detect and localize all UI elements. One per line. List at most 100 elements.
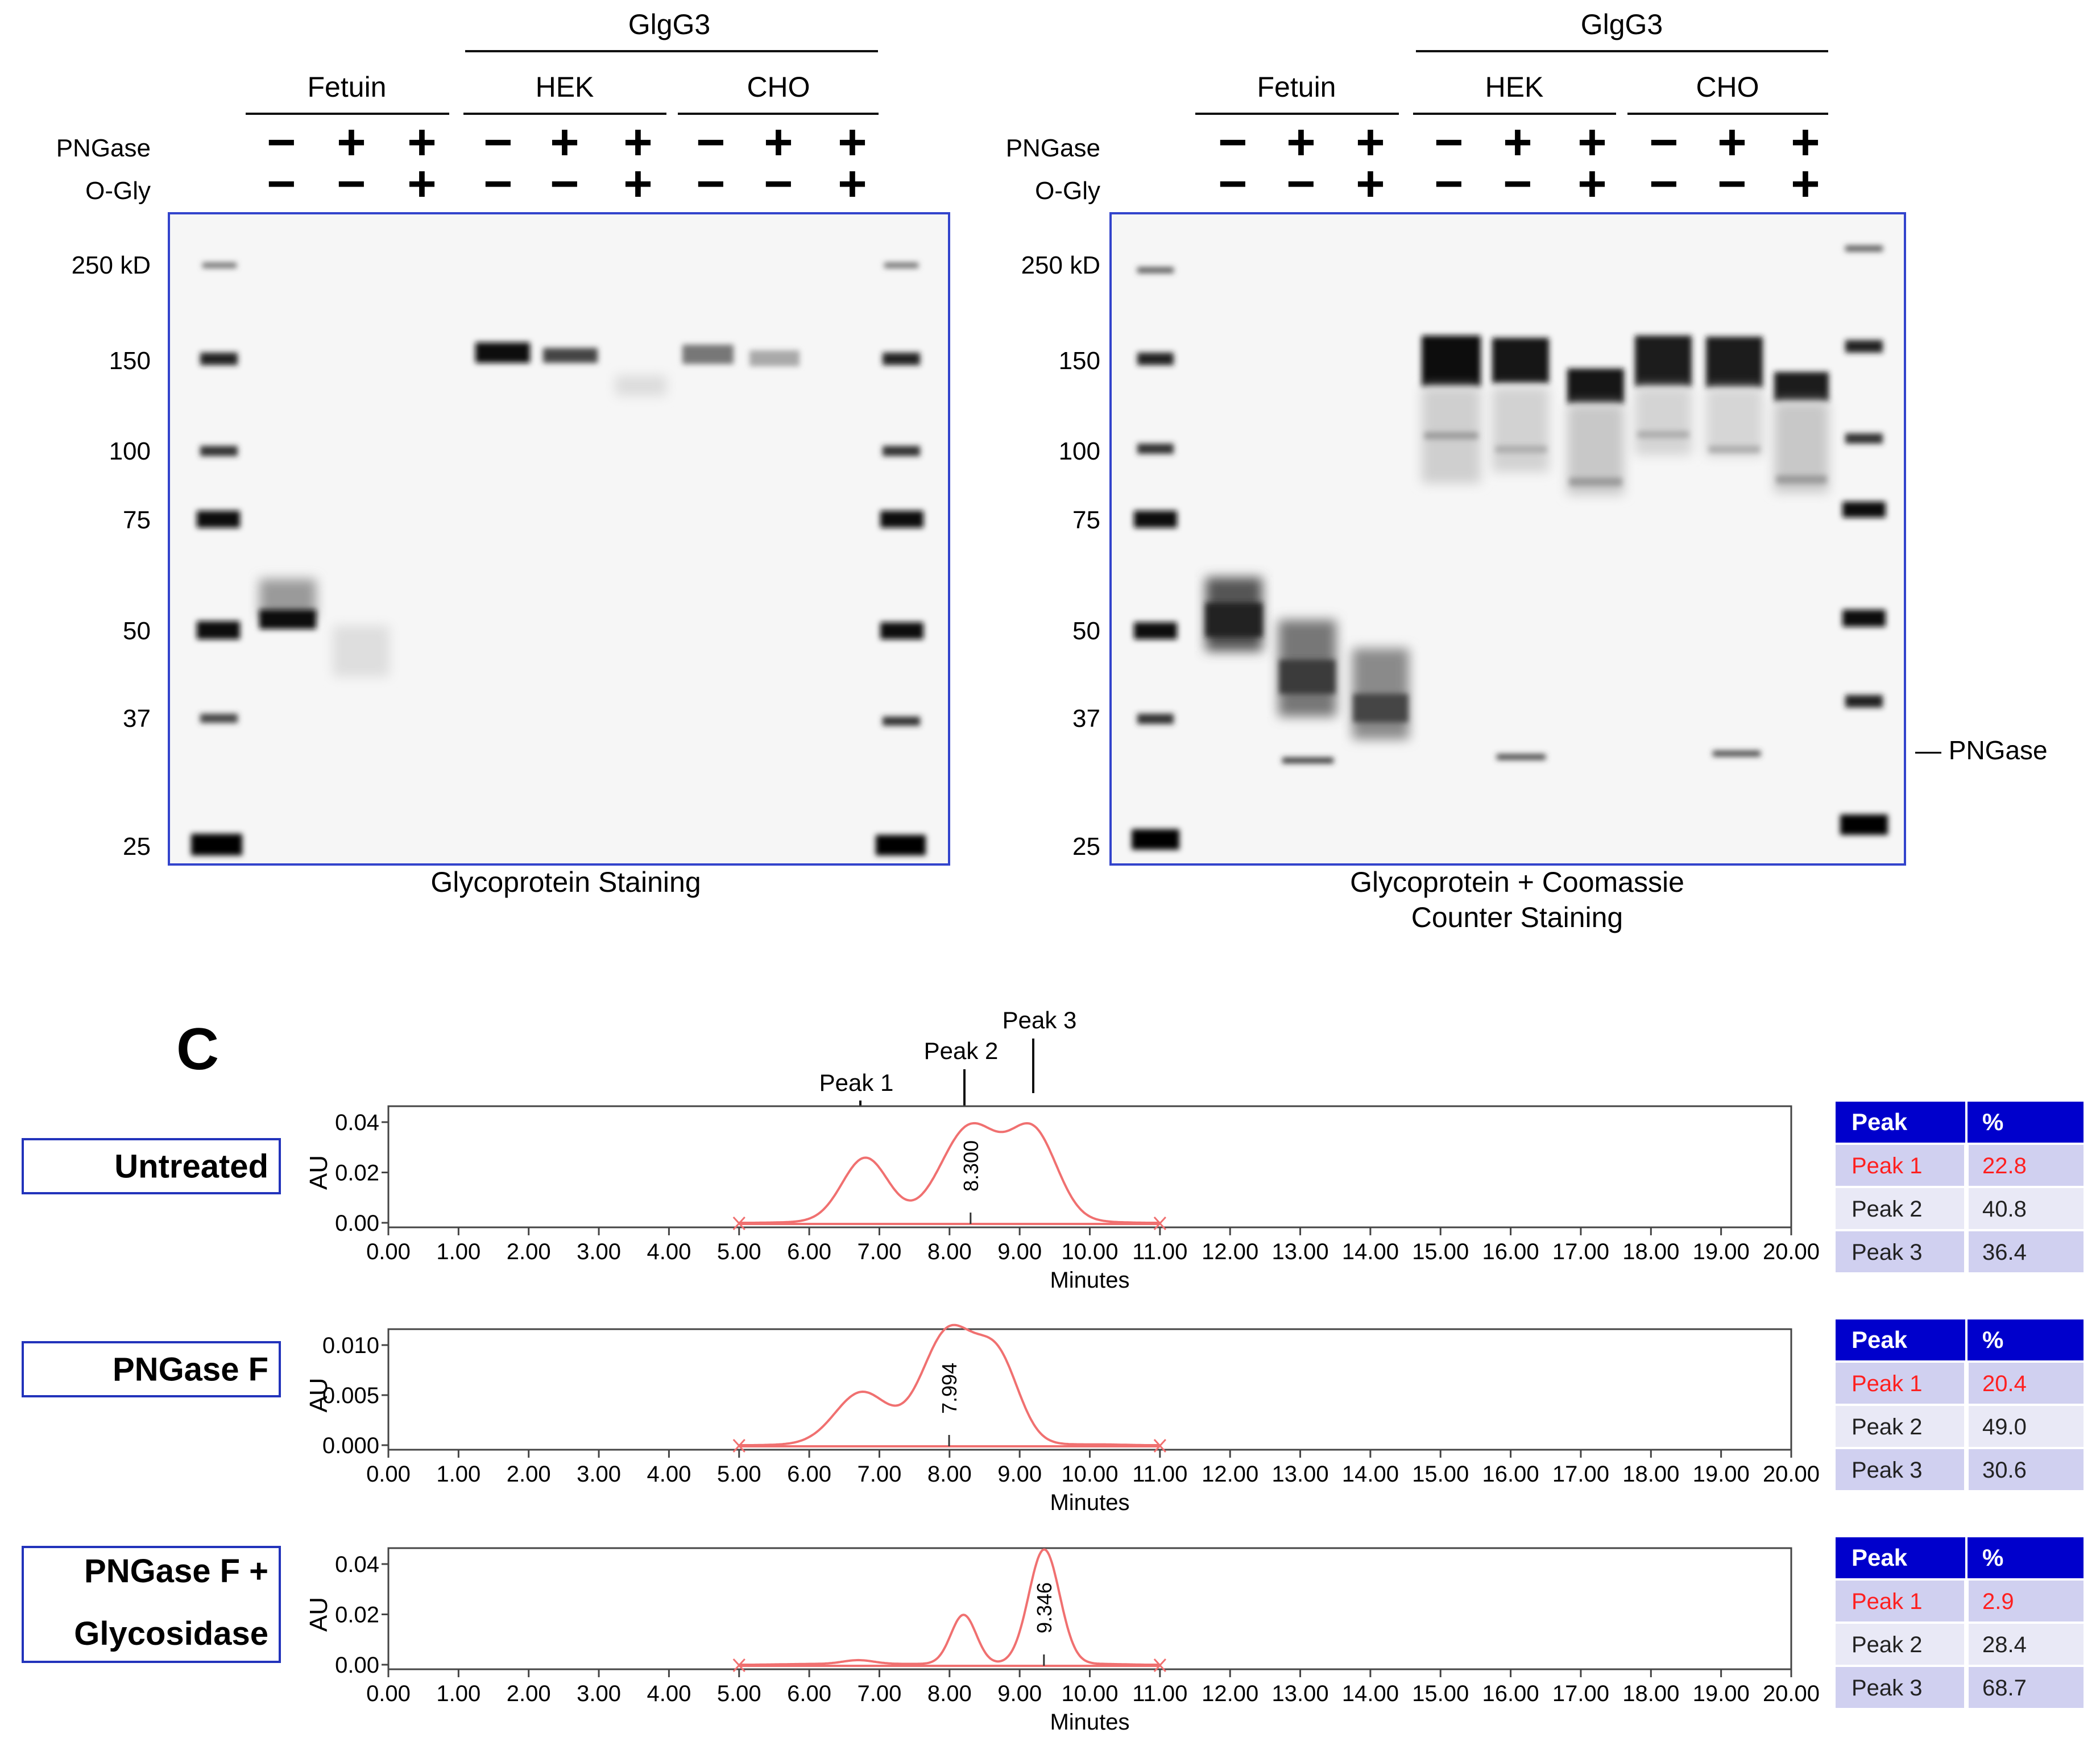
x-tick-label: 18.00	[1622, 1681, 1679, 1706]
ladder-band	[197, 621, 240, 639]
ladder-band	[1137, 353, 1174, 365]
treatment-sign: −	[1717, 155, 1746, 212]
treatment-sign: +	[1791, 155, 1820, 212]
marker-label: 25	[1072, 833, 1100, 861]
x-tick-label: 12.00	[1202, 1239, 1258, 1264]
peak-label-1: Peak 1	[819, 1069, 894, 1096]
x-tick-label: 15.00	[1412, 1462, 1469, 1487]
sample-band	[1706, 337, 1763, 388]
peak-table-cell: Peak 2	[1852, 1632, 1923, 1657]
treatment-sign: +	[337, 114, 366, 170]
marker-label: 250 kD	[1021, 251, 1100, 279]
treatment-sign: +	[407, 114, 436, 170]
apex-retention-label: 7.994	[938, 1363, 961, 1414]
treatment-sign: −	[1649, 114, 1678, 170]
x-tick-label: 7.00	[858, 1681, 902, 1706]
treatment-sign: +	[1356, 114, 1385, 170]
y-tick-label: 0.010	[322, 1333, 379, 1358]
treatment-sign: −	[1286, 155, 1315, 212]
x-tick-label: 10.00	[1061, 1462, 1118, 1487]
x-tick-label: 7.00	[858, 1462, 902, 1487]
x-tick-label: 3.00	[577, 1462, 621, 1487]
x-tick-label: 14.00	[1342, 1239, 1399, 1264]
ladder-band	[200, 714, 238, 723]
apex-retention-label: 9.346	[1033, 1582, 1056, 1633]
marker-label: 37	[1072, 705, 1100, 733]
x-tick-label: 10.00	[1061, 1681, 1118, 1706]
treatment-sign: +	[1791, 114, 1820, 170]
x-tick-label: 14.00	[1342, 1462, 1399, 1487]
peak-table-row	[1836, 1231, 1964, 1272]
treatment-sign: +	[1577, 114, 1606, 170]
peak-table-row	[1969, 1624, 2084, 1665]
sample-band	[1422, 336, 1481, 387]
gel-left: GlgG3 Fetuin HEK CHO PNGase O-Gly − + + − + +…	[56, 9, 950, 898]
x-tick-label: 18.00	[1622, 1462, 1679, 1487]
x-tick-label: 12.00	[1202, 1462, 1258, 1487]
integration-marker	[732, 1658, 745, 1673]
peak-table-row	[1836, 1581, 1964, 1621]
sample-band	[1279, 660, 1335, 694]
x-tick-label: 10.00	[1061, 1239, 1118, 1264]
treatment-sign: −	[550, 155, 579, 212]
x-tick-label: 20.00	[1763, 1681, 1820, 1706]
peak-table-row	[1836, 1363, 1964, 1404]
x-tick-label: 19.00	[1693, 1239, 1750, 1264]
peak-label-2: Peak 2	[924, 1037, 999, 1064]
gel-right-row-label-pngase: PNGase	[1006, 134, 1100, 162]
x-tick-label: 1.00	[436, 1681, 481, 1706]
treatment-sign: −	[1434, 155, 1463, 212]
marker-label: 100	[109, 437, 151, 465]
ladder-band	[200, 446, 238, 456]
sample-band	[1497, 754, 1546, 760]
x-tick-label: 0.00	[366, 1462, 411, 1487]
sample-band	[1353, 694, 1408, 722]
x-tick-label: 4.00	[647, 1462, 691, 1487]
x-tick-label: 12.00	[1202, 1681, 1258, 1706]
treatment-sign: +	[623, 114, 652, 170]
marker-label: 250 kD	[72, 251, 151, 279]
sample-band	[1424, 432, 1478, 439]
treatment-sign: −	[267, 114, 296, 170]
ladder-band	[1845, 695, 1883, 708]
ladder-band	[883, 446, 920, 456]
x-tick-label: 2.00	[507, 1681, 551, 1706]
marker-label: 50	[1072, 617, 1100, 645]
peak-table-header	[1836, 1537, 2084, 1578]
ladder-band	[197, 511, 240, 528]
peak-table-cell: 36.4	[1982, 1240, 2027, 1265]
ladder-band	[1137, 444, 1174, 454]
x-tick-label: 5.00	[717, 1239, 761, 1264]
peak-table: Peak % Peak 1 20.4 Peak 2 49.0 Peak 3 30.6	[1836, 1319, 2084, 1490]
gel-right-row-label-ogly: O-Gly	[1035, 177, 1100, 205]
peak-table-row	[1969, 1188, 2084, 1229]
sample-band	[615, 375, 666, 396]
peak-table-row	[1969, 1145, 2084, 1186]
x-tick-label: 20.00	[1763, 1462, 1820, 1487]
ladder-band	[1842, 502, 1886, 518]
x-tick-label: 20.00	[1763, 1239, 1820, 1264]
treatment-sign: +	[838, 155, 867, 212]
gel-right-group-label: GlgG3	[1581, 9, 1663, 40]
y-axis-label: AU	[305, 1377, 333, 1412]
gel-right-sample-label-hek: HEK	[1485, 71, 1544, 103]
integration-marker	[732, 1216, 745, 1231]
x-tick-label: 17.00	[1552, 1239, 1609, 1264]
x-tick-label: 8.00	[927, 1239, 972, 1264]
peak-table-cell: 68.7	[1982, 1676, 2027, 1701]
gel-left-frame	[168, 212, 950, 866]
peak-table-header-cell: %	[1982, 1108, 2003, 1135]
treatment-sign: +	[550, 114, 579, 170]
sample-band	[1635, 387, 1692, 455]
sample-band	[543, 348, 598, 363]
x-tick-label: 2.00	[507, 1239, 551, 1264]
x-tick-label: 3.00	[577, 1239, 621, 1264]
ladder-band	[1845, 433, 1883, 444]
x-tick-label: 11.00	[1132, 1462, 1187, 1487]
gel-right: GlgG3 Fetuin HEK CHO PNGase O-Gly − + + − + +…	[1006, 9, 2048, 933]
x-tick-label: 6.00	[787, 1239, 831, 1264]
gel-left-bands	[191, 263, 926, 855]
ladder-band	[1132, 829, 1179, 850]
peak-table-row	[1836, 1145, 1964, 1186]
